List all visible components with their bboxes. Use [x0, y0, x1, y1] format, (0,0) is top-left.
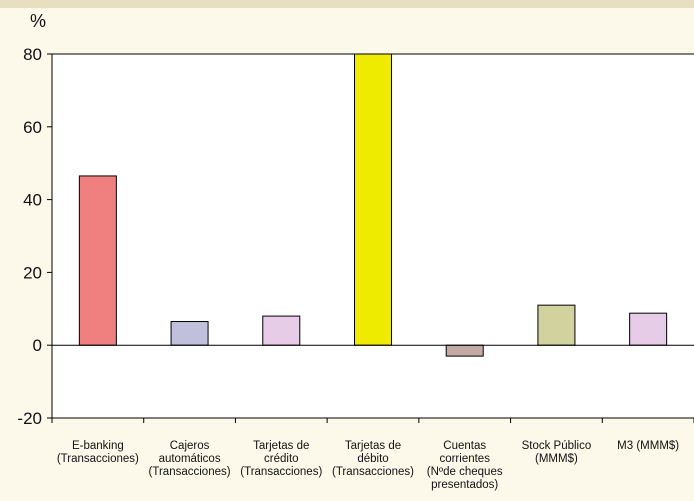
y-tick-label: -20 [17, 409, 42, 428]
category-label: M3 (MMM$) [617, 440, 679, 452]
category-label: Cajeros automáticos (Transacciones) [149, 440, 231, 478]
category-label-line: Stock Público [522, 440, 592, 452]
category-label: Tarjetas de débito (Transacciones) [332, 440, 414, 478]
bar [78, 175, 117, 346]
category-labels: E-banking (Transacciones)Cajeros automátic… [57, 440, 679, 491]
y-unit-label: % [30, 11, 46, 31]
y-tick-label: 20 [23, 263, 42, 282]
top-band [0, 0, 694, 8]
category-label-line: (Transacciones) [240, 466, 322, 478]
bar [170, 321, 209, 346]
category-label-line: Cuentas [443, 440, 486, 452]
y-ticks: -20 0 20 40 60 80 [17, 45, 52, 428]
category-label: Tarjetas de crédito (Transacciones) [240, 440, 322, 478]
category-label-line: corrientes [439, 453, 490, 465]
category-label-line: (Transacciones) [57, 453, 139, 465]
bar [537, 304, 576, 346]
y-tick-label: 80 [23, 45, 42, 64]
bar [354, 53, 392, 346]
category-label: Stock Público (MMM$) [522, 440, 592, 465]
category-label-line: débito [357, 453, 388, 465]
category-label-line: crédito [264, 453, 299, 465]
category-label-line: E-banking [72, 440, 124, 452]
bars [78, 53, 668, 357]
category-label-line: Cajeros [170, 440, 210, 452]
category-label-line: (MMM$) [535, 453, 578, 465]
category-label-line: presentados) [431, 479, 498, 491]
y-tick-label: 40 [23, 191, 42, 210]
bar [262, 315, 301, 346]
category-label: E-banking (Transacciones) [57, 440, 139, 465]
x-ticks [51, 418, 694, 423]
bar [445, 344, 484, 357]
y-tick-label: 0 [33, 336, 42, 355]
category-label-line: (Transacciones) [149, 466, 231, 478]
category-label-line: automáticos [159, 453, 221, 465]
category-label-line: Tarjetas de [253, 440, 309, 452]
category-label-line: M3 (MMM$) [617, 440, 679, 452]
y-tick-label: 60 [23, 118, 42, 137]
category-label-line: (Transacciones) [332, 466, 414, 478]
category-label-line: Tarjetas de [345, 440, 401, 452]
category-label: Cuentas corrientes (Nºde cheques presentado… [427, 440, 503, 491]
category-label-line: (Nºde cheques [427, 466, 503, 478]
bar [629, 312, 668, 346]
